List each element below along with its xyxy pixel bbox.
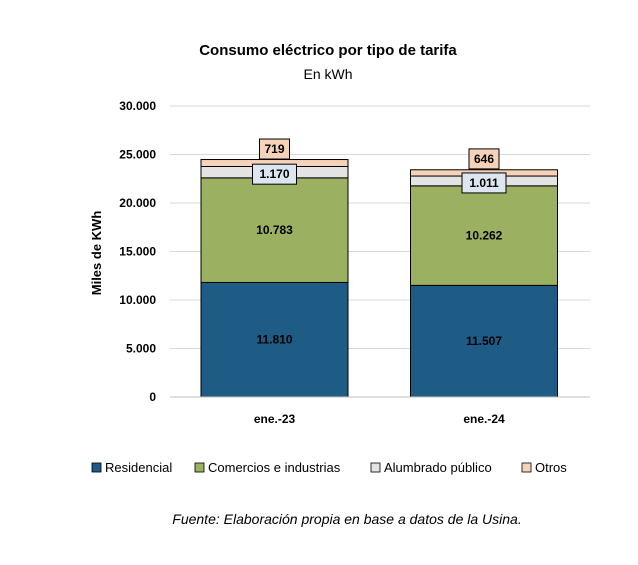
data-label: 10.262 — [466, 229, 503, 243]
legend-label: Otros — [535, 460, 567, 475]
x-category-label: ene.-23 — [254, 412, 296, 426]
x-category-label: ene.-24 — [463, 412, 505, 426]
legend-label: Residencial — [105, 460, 172, 475]
y-tick-label: 15.000 — [119, 245, 156, 259]
data-label: 11.507 — [466, 334, 502, 348]
data-label-box — [468, 148, 500, 170]
data-label-box — [461, 172, 507, 194]
data-label: 10.783 — [256, 223, 293, 237]
y-tick-label: 20.000 — [119, 196, 156, 210]
y-tick-label: 10.000 — [119, 293, 156, 307]
legend-swatch — [370, 462, 381, 473]
data-label-box — [259, 138, 290, 160]
data-label: 1.170 — [259, 167, 289, 181]
legend-swatch — [91, 462, 102, 473]
y-axis-label: Miles de KWh — [89, 211, 104, 296]
source-note: Fuente: Elaboración propia en base a dat… — [172, 511, 521, 527]
legend-swatch — [521, 462, 532, 473]
y-axis-ticks: 0 5.000 10.000 15.000 20.000 25.000 30.000 — [119, 99, 156, 404]
data-label: 1.011 — [469, 176, 499, 190]
legend-label: Comercios e industrias — [208, 460, 341, 475]
data-label-box — [252, 163, 297, 185]
data-label: 11.810 — [256, 333, 292, 347]
x-axis-categories: ene.-23 ene.-24 — [254, 412, 505, 426]
legend-swatch — [194, 462, 205, 473]
bar-segment — [410, 185, 558, 286]
data-label: 719 — [264, 142, 284, 156]
data-label: 646 — [474, 152, 494, 166]
y-tick-label: 5.000 — [126, 342, 156, 356]
legend: Residencial Comercios e industrias Alumbra… — [91, 460, 567, 475]
y-tick-label: 0 — [149, 390, 156, 404]
y-tick-label: 30.000 — [119, 99, 156, 113]
chart-title: Consumo eléctrico por tipo de tarifa — [199, 42, 457, 59]
bar-segment — [410, 284, 558, 398]
chart-subtitle: En kWh — [303, 66, 352, 82]
y-tick-label: 25.000 — [119, 148, 156, 162]
bar-segment — [200, 177, 349, 283]
bars: 11.810 10.783 1.170 719 11.507 10.262 1.011 646 — [200, 138, 558, 398]
legend-label: Alumbrado público — [384, 460, 492, 475]
